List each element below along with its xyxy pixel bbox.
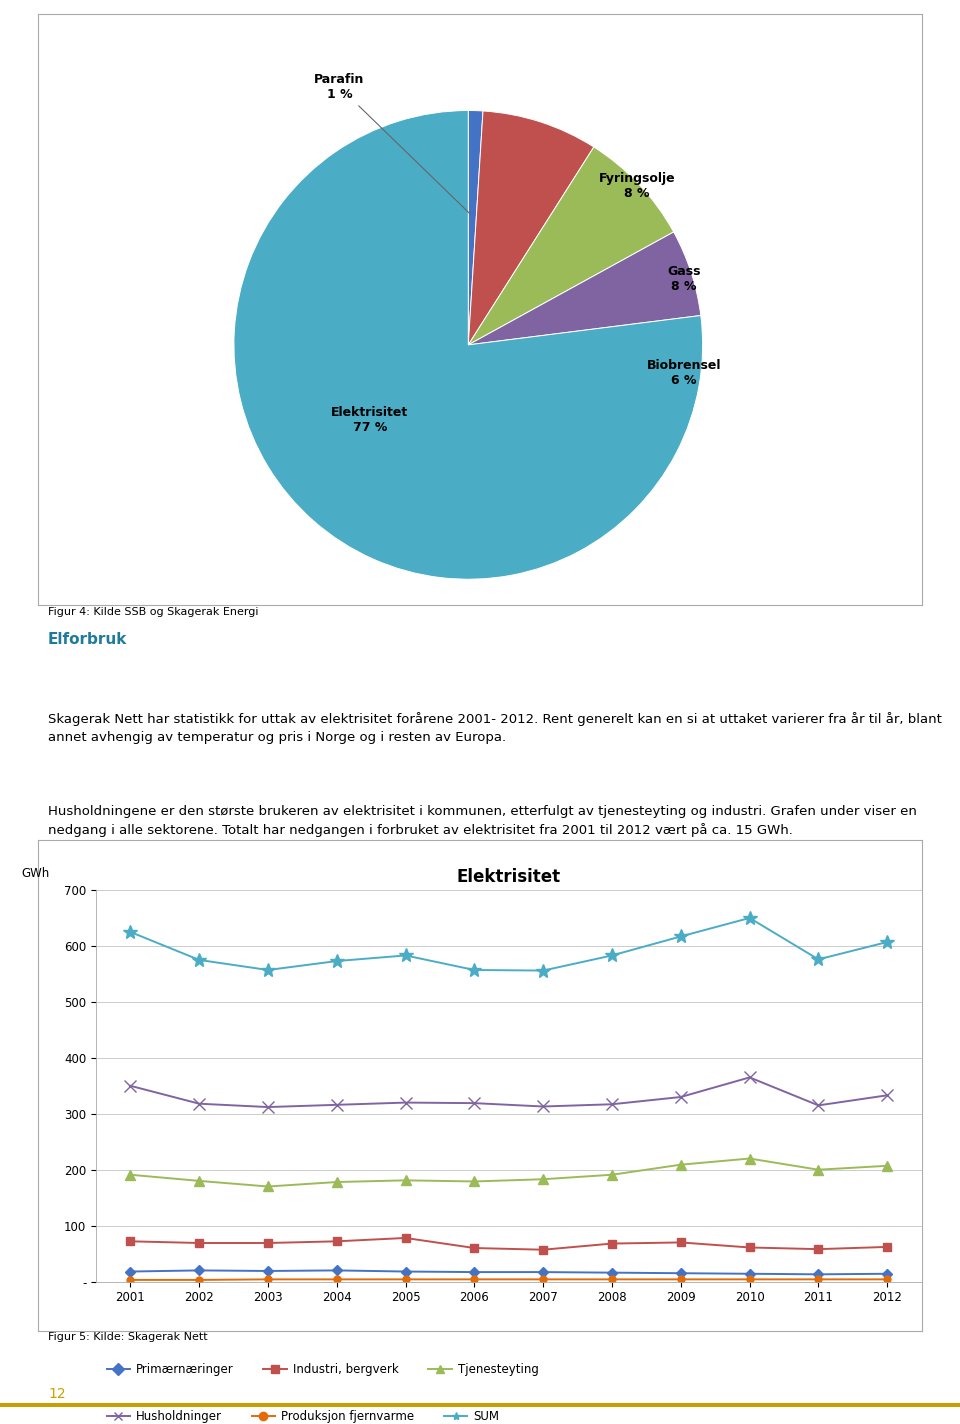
Text: 12: 12: [48, 1387, 65, 1401]
Text: Fyringsolje
8 %: Fyringsolje 8 %: [599, 171, 675, 199]
Text: Figur 4: Kilde SSB og Skagerak Energi: Figur 4: Kilde SSB og Skagerak Energi: [48, 607, 258, 617]
Text: Elforbruk: Elforbruk: [48, 632, 128, 646]
Text: GWh: GWh: [22, 866, 50, 880]
Legend: Husholdninger, Produksjon fjernvarme, SUM: Husholdninger, Produksjon fjernvarme, SU…: [102, 1405, 504, 1424]
Text: Husholdningene er den største brukeren av elektrisitet i kommunen, etterfulgt av: Husholdningene er den største brukeren a…: [48, 805, 917, 837]
Text: Elektrisitet
77 %: Elektrisitet 77 %: [331, 406, 408, 434]
Wedge shape: [468, 111, 483, 345]
Wedge shape: [468, 147, 674, 345]
Wedge shape: [468, 232, 701, 345]
Text: Biobrensel
6 %: Biobrensel 6 %: [647, 359, 721, 387]
Text: Skagerak Nett har statistikk for uttak av elektrisitet forårene 2001- 2012. Rent: Skagerak Nett har statistikk for uttak a…: [48, 712, 942, 743]
Wedge shape: [234, 111, 703, 580]
Wedge shape: [468, 111, 594, 345]
Title: Elektrisitet: Elektrisitet: [457, 867, 561, 886]
Text: Gass
8 %: Gass 8 %: [667, 265, 701, 293]
Text: Figur 5: Kilde: Skagerak Nett: Figur 5: Kilde: Skagerak Nett: [48, 1331, 207, 1341]
Text: Parafin
1 %: Parafin 1 %: [314, 73, 470, 214]
